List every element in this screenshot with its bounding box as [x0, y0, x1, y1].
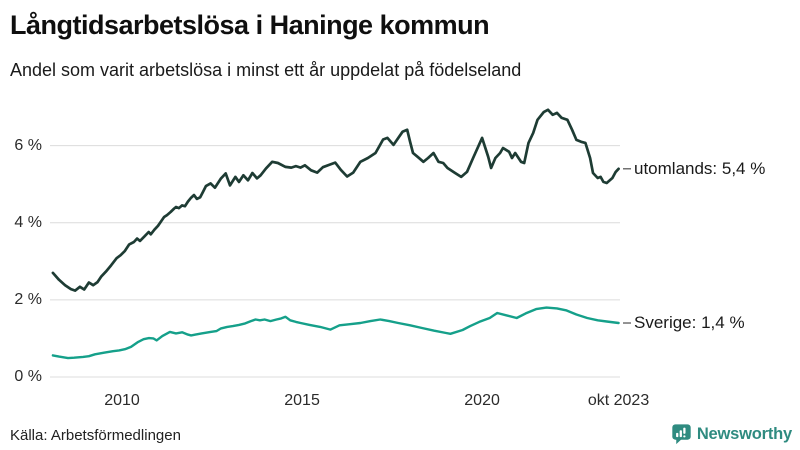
x-tick-label: 2010 [104, 392, 140, 409]
y-tick-label: 2 % [14, 290, 42, 308]
series-end-label-sverige: Sverige: 1,4 % [634, 313, 745, 333]
x-tick-label: okt 2023 [587, 392, 650, 409]
x-tick-label: 2020 [464, 392, 500, 409]
gridlines [50, 145, 620, 378]
y-tick-label: 4 % [14, 213, 42, 231]
page-title: Långtidsarbetslösa i Haninge kommun [10, 10, 490, 40]
newsworthy-chart-bubble-icon [671, 423, 692, 445]
Sverige-line [51, 306, 620, 360]
chart-subtitle: Andel som varit arbetslösa i minst ett å… [10, 60, 522, 80]
branding: Newsworthy [671, 423, 792, 445]
utomlands-line [51, 108, 620, 292]
y-tick-label: 0 % [14, 368, 42, 385]
brand-name: Newsworthy [696, 424, 792, 443]
series-end-label-utomlands: utomlands: 5,4 % [634, 158, 766, 178]
x-tick-label: 2015 [284, 392, 320, 409]
series-lines [51, 108, 620, 360]
source-note: Källa: Arbetsförmedlingen [10, 427, 181, 444]
series-label-leader-dashes [623, 168, 631, 324]
y-tick-label: 6 % [14, 136, 42, 154]
